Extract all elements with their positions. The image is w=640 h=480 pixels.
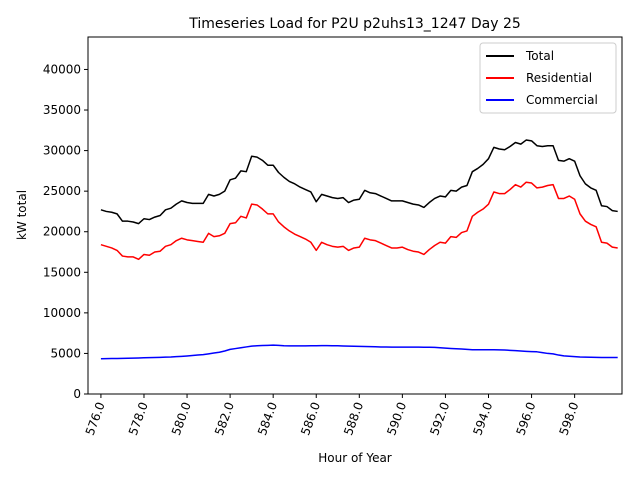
y-tick-label: 25000 — [43, 184, 81, 198]
legend-label-commercial: Commercial — [526, 93, 598, 107]
y-tick-label: 35000 — [43, 103, 81, 117]
y-tick-label: 20000 — [43, 225, 81, 239]
x-tick-label: 588.0 — [341, 400, 366, 437]
x-tick-label: 586.0 — [298, 400, 323, 437]
y-tick-label: 40000 — [43, 62, 81, 76]
x-tick-label: 584.0 — [255, 400, 280, 437]
legend-label-residential: Residential — [526, 71, 592, 85]
x-tick-label: 598.0 — [557, 400, 582, 437]
x-tick-label: 576.0 — [83, 400, 108, 437]
legend: Total Residential Commercial — [479, 42, 617, 114]
series-layer — [100, 139, 618, 360]
chart-title: Timeseries Load for P2U p2uhs13_1247 Day… — [188, 16, 521, 32]
x-axis-ticks: 576.0 578.0 580.0 582.0 584.0 586.0 588.0 590.0… — [83, 394, 582, 437]
y-tick-label: 5000 — [50, 346, 81, 360]
y-tick-label: 15000 — [43, 265, 81, 279]
series-line-total — [100, 139, 618, 225]
y-tick-label: 0 — [73, 387, 81, 401]
legend-label-total: Total — [525, 49, 554, 63]
y-axis-label: kW total — [15, 190, 29, 240]
x-tick-label: 596.0 — [513, 400, 538, 437]
y-tick-label: 30000 — [43, 144, 81, 158]
y-axis-ticks: 0 5000 10000 15000 20000 25000 30000 35000 40000 — [43, 62, 88, 401]
x-tick-label: 582.0 — [212, 400, 237, 437]
x-tick-label: 590.0 — [384, 400, 409, 437]
plot-frame — [87, 36, 623, 395]
series-line-commercial — [100, 344, 618, 360]
legend-box — [479, 42, 617, 114]
x-tick-label: 594.0 — [470, 400, 495, 437]
x-tick-label: 578.0 — [126, 400, 151, 437]
y-tick-label: 10000 — [43, 306, 81, 320]
x-tick-label: 580.0 — [169, 400, 194, 437]
series-line-residential — [100, 181, 618, 261]
x-tick-label: 592.0 — [427, 400, 452, 437]
x-axis-label: Hour of Year — [318, 451, 392, 465]
